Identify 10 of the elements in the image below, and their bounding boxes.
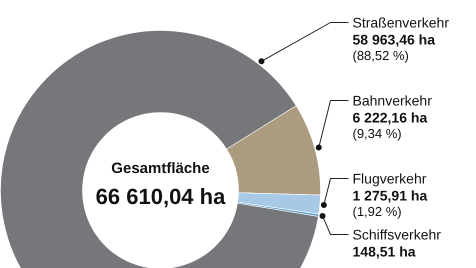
data-label: 58 963,46 ha (88,52 %) <box>352 32 436 63</box>
data-label: 6 222,16 ha (9,34 %) <box>352 110 428 141</box>
data-label: 1 275,91 ha (1,92 %) <box>352 188 428 219</box>
data-label: 148,51 ha <box>352 244 416 260</box>
text: Gesamtfläche <box>111 160 210 177</box>
text: 66 610,04 ha <box>96 184 226 209</box>
slice-label: Schiffsverkehr <box>352 226 442 242</box>
slice-label: Straßenverkehr <box>352 14 450 30</box>
slice-label: Bahnverkehr <box>352 92 432 108</box>
slice-label: Flugverkehr <box>352 170 427 186</box>
